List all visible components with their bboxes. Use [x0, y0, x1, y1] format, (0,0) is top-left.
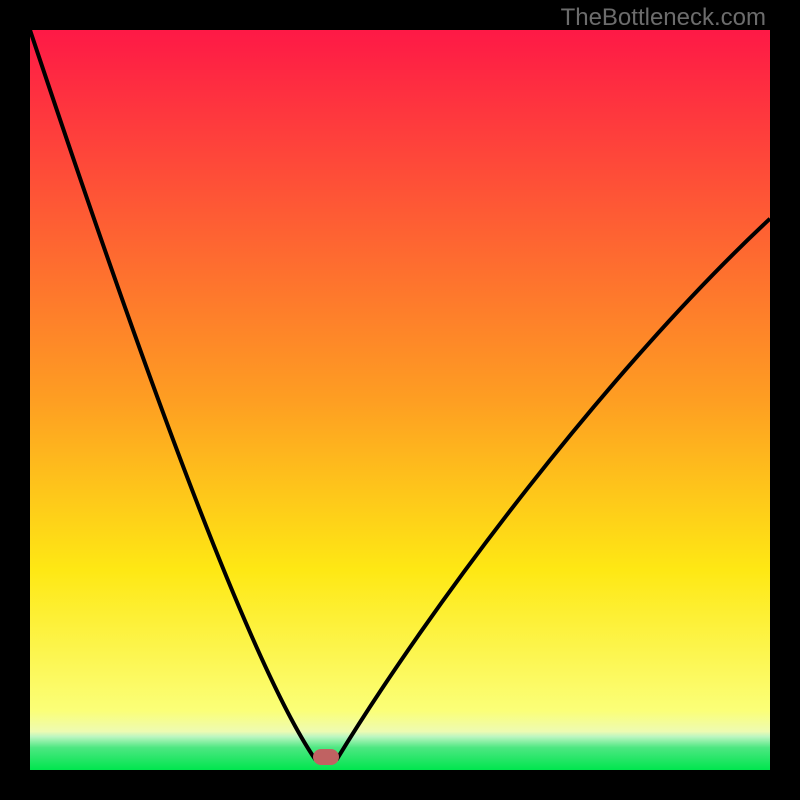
- bottleneck-curve: [30, 30, 770, 770]
- optimal-point-marker: [313, 749, 339, 765]
- plot-area: [30, 30, 770, 770]
- curve-path: [30, 30, 770, 759]
- figure-root: TheBottleneck.com: [0, 0, 800, 800]
- watermark-text: TheBottleneck.com: [561, 4, 766, 32]
